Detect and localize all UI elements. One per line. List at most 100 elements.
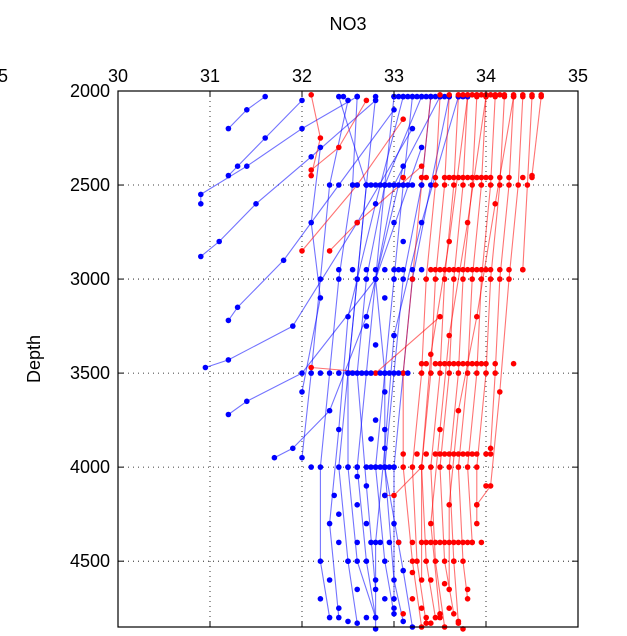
series-35-point-5 [474,520,480,527]
series-18-point-5 [400,567,407,574]
series-2-point-1 [299,125,305,132]
profile-line-11 [319,96,358,618]
series-40-point-5 [446,586,453,593]
scatter-0-point-24 [391,219,397,226]
profile-line-1 [228,100,303,176]
row-5-point-1 [354,539,361,546]
series-19-point-1 [372,201,379,207]
row-1-point-8 [391,182,397,188]
row-8-point-1 [432,266,439,273]
series-21-point-2 [308,172,315,179]
row-9-point-15 [510,360,517,367]
scatter-0-point-5 [326,577,333,583]
row-6-point-13 [510,92,517,98]
row-4-point-1 [345,464,351,470]
scatter-0-point-21 [363,323,370,329]
series-19-point-3 [336,426,342,433]
row-0-point-3 [395,93,402,100]
series-28-point-3 [418,370,425,376]
series-40-point-2 [474,313,480,320]
row-9-point-9 [464,360,471,367]
row-0-point-11 [432,93,439,100]
scatter-0-point-0 [331,492,338,499]
series-28-point-4 [409,464,416,470]
row-10-point-12 [474,451,480,457]
series-27-point-3 [400,370,407,376]
profile-line-37 [476,96,524,506]
series-7-point-3 [290,445,296,452]
row-11-point-3 [423,539,430,546]
scatter-0-point-7 [336,605,342,611]
row-11-point-12 [464,539,471,546]
row-10-point-0 [400,451,407,457]
scatter-1-point-2 [423,614,430,621]
series-4-point-0 [391,107,397,113]
row-11-point-2 [418,539,425,546]
series-0-point-0 [262,93,269,100]
row-6-point-5 [469,92,476,98]
row-0-point-0 [340,93,347,100]
row-7-point-1 [418,174,425,181]
row-4-point-9 [391,464,397,470]
series-31-point-4 [437,464,443,470]
row-1-point-10 [400,182,407,188]
series-11-point-4 [317,464,324,470]
row-11-point-8 [446,539,453,546]
series-6-point-3 [244,398,250,405]
series-34-point-3 [474,370,480,376]
series-41-point-3 [437,426,443,433]
row-9-point-2 [432,360,439,367]
series-3-point-1 [308,154,315,160]
row-3-point-8 [405,370,411,376]
row-6-point-16 [538,92,544,98]
series-12-point-3 [345,370,351,376]
row-11-point-13 [469,539,476,546]
series-22-point-2 [308,167,315,173]
series-35-point-4 [474,464,480,470]
series-7-point-4 [271,454,278,461]
row-5-point-2 [368,539,374,546]
series-14-point-5 [382,558,388,564]
scatter-1-point-0 [409,596,416,602]
series-6-point-0 [418,144,425,151]
row-0-point-10 [428,93,434,100]
row-7-point-15 [497,174,503,181]
series-40-point-3 [455,407,462,414]
row-7-point-6 [451,174,457,181]
row-9-point-5 [446,360,453,367]
series-15-point-2 [400,276,407,282]
series-24-point-1 [354,219,361,226]
series-2-point-2 [244,163,250,169]
row-1-point-9 [395,182,402,188]
row-7-point-18 [529,174,535,181]
scatter-0-point-3 [363,520,370,527]
row-10-point-13 [483,451,489,457]
series-26-point-1 [391,492,397,499]
series-20-point-4 [372,539,379,546]
scatter-0-point-25 [400,238,407,245]
series-21-point-1 [317,135,324,141]
series-6-point-4 [225,411,232,418]
chart-title: NO3 [329,14,366,34]
row-8-point-6 [455,266,462,273]
series-12-point-6 [354,620,361,626]
row-10-point-6 [446,451,453,457]
series-4-point-1 [336,182,342,188]
row-9-point-1 [423,360,430,367]
row-6-point-9 [487,92,494,98]
series-1-point-2 [234,163,241,169]
series-11-point-2 [336,276,342,282]
row-0-point-9 [423,93,430,100]
row-11-point-11 [460,539,466,546]
row-6-point-3 [460,92,466,98]
scatter-1-point-4 [437,611,443,617]
scatter-0-point-18 [382,426,388,433]
axis-ticks: 30 31 32 33 34 35 2000 2500 3000 3500 4000 4500 [70,66,588,627]
row-1-point-7 [386,182,393,188]
row-5-point-0 [336,539,342,546]
series-30-point-1 [451,182,457,188]
x-tick-label-3: 33 [384,66,404,86]
series-41-point-1 [464,219,471,226]
series-36-point-2 [497,276,503,282]
series-17-point-4 [363,483,370,489]
